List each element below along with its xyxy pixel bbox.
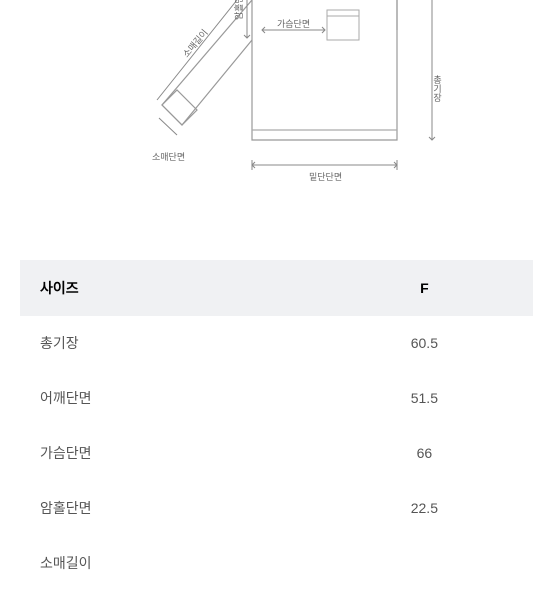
header-size: 사이즈 xyxy=(20,260,316,316)
label-hem: 밑단단면 xyxy=(309,171,342,182)
row-label: 암홀단면 xyxy=(20,481,316,536)
size-table: 사이즈 F 총기장 60.5 어깨단면 51.5 가슴단면 66 암홀단면 22… xyxy=(20,260,533,591)
label-armhole: 암홀단면 xyxy=(233,0,244,20)
table-row: 암홀단면 22.5 xyxy=(20,481,533,536)
row-value: 60.5 xyxy=(316,316,533,371)
table-row: 총기장 60.5 xyxy=(20,316,533,371)
row-value: 51.5 xyxy=(316,371,533,426)
size-table-container: 사이즈 F 총기장 60.5 어깨단면 51.5 가슴단면 66 암홀단면 22… xyxy=(0,260,553,591)
label-total-length: 총기장 xyxy=(432,75,442,102)
header-column: F xyxy=(316,260,533,316)
row-label: 가슴단면 xyxy=(20,426,316,481)
table-row: 어깨단면 51.5 xyxy=(20,371,533,426)
garment-diagram: 소매길이 암홀단면 가슴단면 총기장 소매단면 밑단단면 xyxy=(0,0,553,200)
label-cuff: 소매단면 xyxy=(152,152,185,162)
row-value: 22.5 xyxy=(316,481,533,536)
table-header-row: 사이즈 F xyxy=(20,260,533,316)
row-label: 소매길이 xyxy=(20,536,316,591)
row-value xyxy=(316,536,533,591)
table-row: 소매길이 xyxy=(20,536,533,591)
row-value: 66 xyxy=(316,426,533,481)
row-label: 총기장 xyxy=(20,316,316,371)
label-chest: 가슴단면 xyxy=(277,19,310,29)
row-label: 어깨단면 xyxy=(20,371,316,426)
table-row: 가슴단면 66 xyxy=(20,426,533,481)
